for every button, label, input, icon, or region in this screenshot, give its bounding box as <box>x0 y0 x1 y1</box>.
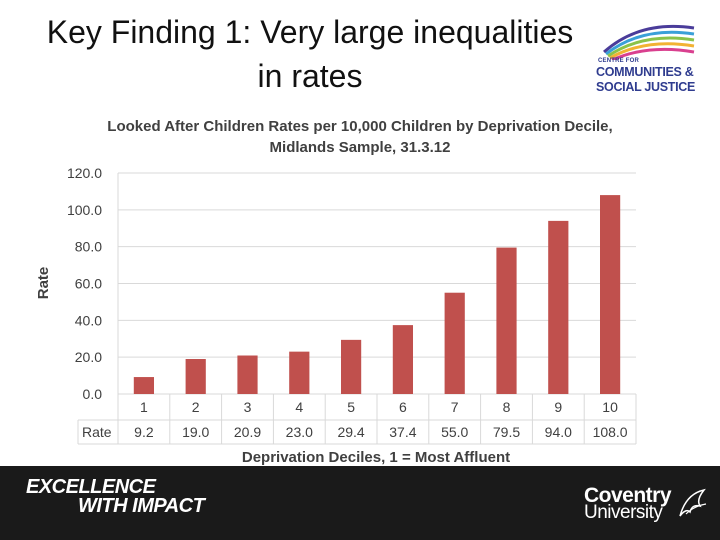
rainbow-arcs-icon <box>603 24 695 60</box>
x-tick-label: 7 <box>451 399 459 415</box>
label-layer: 0.0 20.0 40.0 60.0 80.0 100.0 120.0 Rate 1 9.2 2 19… <box>67 165 628 440</box>
ccsj-logo: CENTRE FOR COMMUNITIES & SOCIAL JUSTICE <box>590 18 700 100</box>
table-value: 9.2 <box>134 424 154 440</box>
slide-title-line2: in rates <box>257 58 363 94</box>
y-tick-label: 60.0 <box>75 276 102 292</box>
bar <box>340 339 362 394</box>
y-tick-label: 40.0 <box>75 312 102 328</box>
table-value: 79.5 <box>493 424 520 440</box>
x-axis-label: Deprivation Deciles, 1 = Most Affluent <box>242 449 510 466</box>
bar <box>496 247 517 394</box>
bar <box>185 359 206 394</box>
logo-line1: COMMUNITIES & <box>596 65 694 79</box>
chart-title: Looked After Children Rates per 10,000 C… <box>60 116 660 158</box>
bar <box>289 351 310 394</box>
table-value: 55.0 <box>441 424 468 440</box>
coventry-brand-line2: University <box>584 502 663 523</box>
table-value: 94.0 <box>545 424 572 440</box>
footer-bar: EXCELLENCE WITH IMPACT Coventry Universi… <box>0 466 720 540</box>
slide-title: Key Finding 1: Very large inequalities i… <box>0 10 620 98</box>
table-value: 20.9 <box>234 424 261 440</box>
chart-title-line2: Midlands Sample, 31.3.12 <box>269 139 451 156</box>
bar <box>133 377 155 394</box>
y-tick-label: 120.0 <box>67 165 102 181</box>
bar-layer <box>133 195 621 394</box>
x-tick-label: 8 <box>503 399 511 415</box>
x-tick-label: 4 <box>295 399 303 415</box>
bar <box>392 325 414 394</box>
chart-title-line1: Looked After Children Rates per 10,000 C… <box>107 118 613 135</box>
bar <box>548 220 569 394</box>
logo-small-text: CENTRE FOR <box>598 58 639 64</box>
slide-title-line1: Key Finding 1: Very large inequalities <box>46 14 574 50</box>
y-tick-label: 80.0 <box>75 239 102 255</box>
phoenix-icon <box>679 488 707 517</box>
x-tick-label: 3 <box>244 399 252 415</box>
bar <box>237 355 258 394</box>
table-series-label: Rate <box>82 424 112 440</box>
x-tick-label: 5 <box>347 399 355 415</box>
x-tick-label: 2 <box>192 399 200 415</box>
table-value: 108.0 <box>593 424 628 440</box>
footer-tagline-line2: WITH IMPACT <box>78 495 205 517</box>
data-table <box>77 173 637 445</box>
x-tick-label: 6 <box>399 399 407 415</box>
table-value: 23.0 <box>286 424 313 440</box>
table-value: 37.4 <box>389 424 416 440</box>
x-tick-label: 9 <box>554 399 562 415</box>
y-tick-label: 0.0 <box>83 386 103 402</box>
y-tick-label: 20.0 <box>75 349 102 365</box>
x-tick-label: 10 <box>602 399 618 415</box>
logo-line2: SOCIAL JUSTICE <box>596 80 696 94</box>
bar-chart: 0.0 20.0 40.0 60.0 80.0 100.0 120.0 Rate 1 9.2 2 19… <box>35 165 637 466</box>
footer-tagline-line1: EXCELLENCE <box>26 476 156 498</box>
bar <box>599 195 621 394</box>
coventry-brand-line1: Coventry <box>584 484 672 507</box>
bar <box>444 292 465 394</box>
y-axis-label: Rate <box>35 267 52 300</box>
y-tick-label: 100.0 <box>67 202 102 218</box>
table-value: 19.0 <box>182 424 209 440</box>
table-value: 29.4 <box>337 424 364 440</box>
x-tick-label: 1 <box>140 399 148 415</box>
